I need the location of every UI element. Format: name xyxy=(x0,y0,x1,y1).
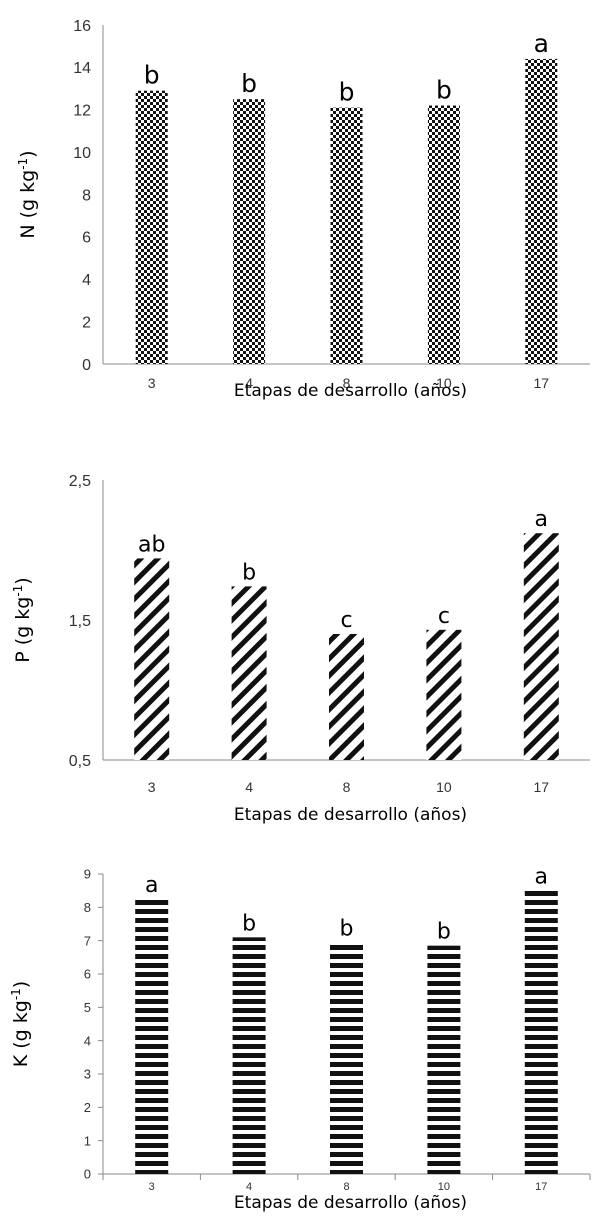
x-tick-label: 8 xyxy=(343,1181,349,1193)
bar-10 xyxy=(427,945,461,1174)
y-tick-label: 9 xyxy=(84,867,91,882)
x-tick-label: 10 xyxy=(436,779,452,795)
x-tick-label: 3 xyxy=(148,375,156,391)
x-tick-label: 17 xyxy=(534,375,550,391)
y-axis-title: N (g kg-1) xyxy=(16,150,39,238)
y-tick-label: 6 xyxy=(84,967,91,982)
y-tick-label: 2,5 xyxy=(69,473,91,490)
x-tick-label: 3 xyxy=(149,1181,155,1193)
y-tick-label: 4 xyxy=(82,272,91,289)
bar-17 xyxy=(523,533,559,760)
x-tick-label: 3 xyxy=(148,779,156,795)
bar-10 xyxy=(427,105,460,364)
y-tick-label: 0 xyxy=(84,1167,91,1182)
significance-letter: b xyxy=(339,78,355,107)
significance-letter: b xyxy=(144,61,160,90)
bar-3 xyxy=(135,899,169,1174)
y-axis-title: P (g kg-1) xyxy=(11,577,34,662)
significance-letter: b xyxy=(436,76,452,105)
y-tick-label: 4 xyxy=(84,1033,91,1048)
y-tick-label: 8 xyxy=(84,900,91,915)
bar-17 xyxy=(525,58,558,365)
significance-letter: ab xyxy=(138,532,165,557)
x-tick-label: 4 xyxy=(245,779,253,795)
bar-4 xyxy=(231,586,267,760)
significance-letter: a xyxy=(145,873,158,898)
y-axis-title: K (g kg-1) xyxy=(9,981,32,1067)
y-tick-label: 6 xyxy=(82,230,91,247)
bar-10 xyxy=(426,629,462,760)
y-tick-label: 7 xyxy=(84,933,91,948)
bar-3 xyxy=(134,558,170,760)
y-tick-label: 8 xyxy=(82,187,91,204)
significance-letter: a xyxy=(535,865,548,890)
x-axis-title: Etapas de desarrollo (años) xyxy=(234,805,467,825)
significance-letter: a xyxy=(534,29,549,58)
significance-letter: b xyxy=(242,560,256,585)
bar-8 xyxy=(329,634,364,760)
bar-8 xyxy=(330,107,363,364)
chart-panel-3: 0 1 2 3 4 5 6 7 8 9 a 3 b 4 b 8 b 10 a 17 Etapas de desarrol… xyxy=(9,865,591,1213)
bar-4 xyxy=(232,937,266,1174)
y-tick-label: 2 xyxy=(84,1100,91,1115)
x-axis-title: Etapas de desarrollo (años) xyxy=(234,1193,467,1213)
x-tick-label: 4 xyxy=(246,1181,252,1193)
x-tick-label: 10 xyxy=(438,1181,450,1193)
y-tick-label: 2 xyxy=(82,314,91,331)
chart-panel-1: 0 2 4 6 8 10 12 14 16 b 3 b 4 b 8 b 10 a 17 Etapas de desar… xyxy=(16,18,590,401)
x-tick-label: 17 xyxy=(535,1181,547,1193)
y-tick-label: 12 xyxy=(73,103,91,120)
significance-letter: c xyxy=(438,604,450,629)
bar-3 xyxy=(135,90,168,365)
y-tick-label: 0 xyxy=(82,357,91,374)
significance-letter: b xyxy=(242,911,256,936)
bar-17 xyxy=(524,890,558,1174)
significance-letter: b xyxy=(437,920,451,945)
y-tick-label: 1 xyxy=(84,1133,91,1148)
significance-letter: c xyxy=(340,608,352,633)
chart-panel-2: 0,5 1,5 2,5 ab 3 b 4 c 8 c 10 a 17 Etapas de desarrol… xyxy=(11,473,590,825)
significance-letter: b xyxy=(340,916,354,941)
y-tick-label: 5 xyxy=(84,1000,91,1015)
significance-letter: b xyxy=(241,69,257,98)
y-tick-label: 16 xyxy=(73,18,91,35)
y-tick-label: 14 xyxy=(73,60,91,77)
y-tick-label: 10 xyxy=(73,145,91,162)
x-tick-label: 4 xyxy=(245,375,253,391)
y-tick-label: 3 xyxy=(84,1067,91,1082)
y-tick-label: 0,5 xyxy=(69,753,91,770)
y-tick-label: 1,5 xyxy=(69,613,91,630)
x-tick-label: 10 xyxy=(436,375,452,391)
bar-8 xyxy=(330,942,363,1174)
x-tick-label: 8 xyxy=(343,779,351,795)
significance-letter: a xyxy=(535,507,548,532)
x-tick-label: 8 xyxy=(343,375,351,391)
bar-4 xyxy=(233,99,266,364)
x-axis-title: Etapas de desarrollo (años) xyxy=(234,381,467,401)
x-tick-label: 17 xyxy=(534,779,550,795)
